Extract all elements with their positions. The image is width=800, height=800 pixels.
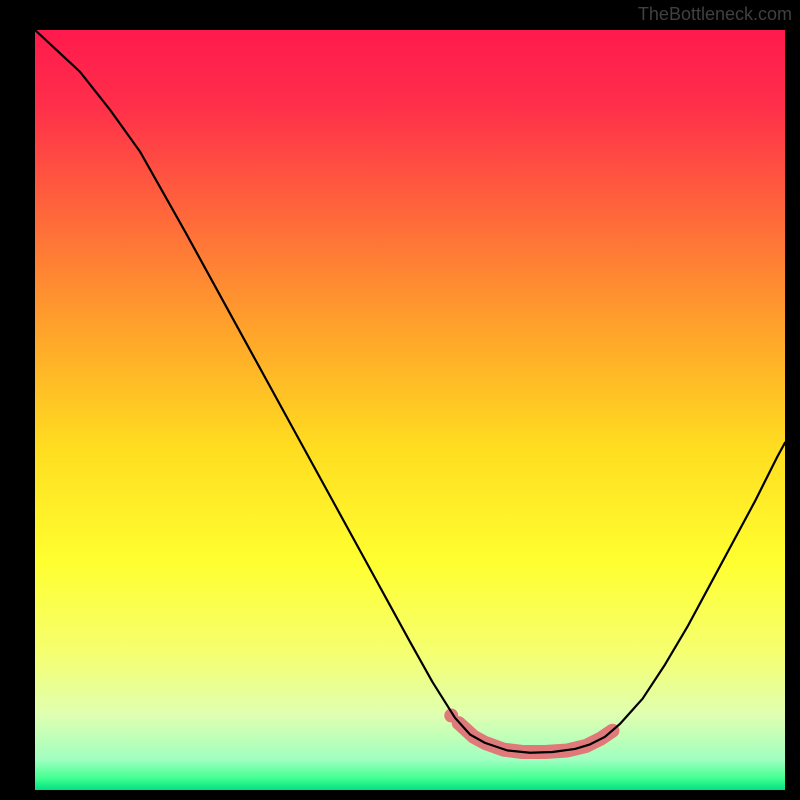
- highlight-segment: [459, 723, 613, 752]
- watermark-text: TheBottleneck.com: [638, 4, 792, 25]
- curve-layer: [35, 30, 785, 790]
- bottleneck-curve: [35, 30, 785, 753]
- plot-area: [35, 30, 785, 790]
